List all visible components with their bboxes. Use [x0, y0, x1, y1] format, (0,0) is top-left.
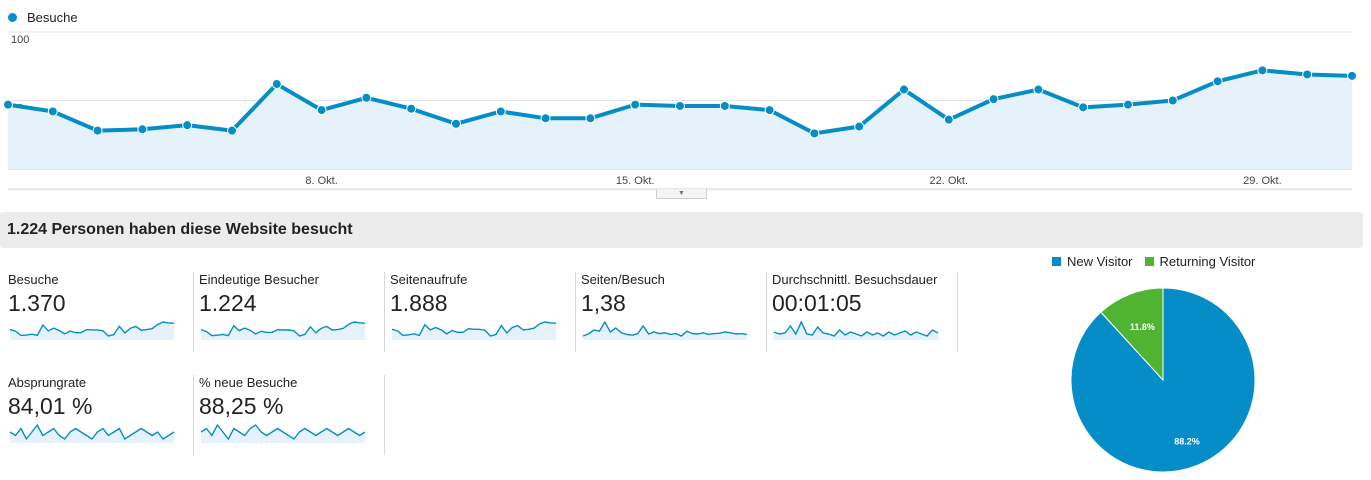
sparkline-area — [774, 322, 938, 340]
pie-slice-label: 88.2% — [1174, 437, 1200, 447]
data-point[interactable] — [899, 84, 909, 95]
metric-tile[interactable]: % neue Besuche 88,25 % — [199, 375, 385, 455]
metric-label: Absprungrate — [8, 375, 87, 390]
returning-visitor-swatch-icon — [1144, 257, 1154, 266]
metric-tile[interactable]: Seitenaufrufe 1.888 — [390, 272, 576, 352]
metric-label: % neue Besuche — [199, 375, 298, 390]
metric-label: Besuche — [8, 272, 59, 287]
metric-tile[interactable]: Eindeutige Besucher 1.224 — [199, 272, 385, 352]
data-point[interactable] — [271, 79, 282, 90]
data-point[interactable] — [3, 99, 13, 110]
metric-label: Durchschnittl. Besuchsdauer — [772, 272, 938, 287]
data-point[interactable] — [585, 113, 596, 124]
pie-legend-label: Returning Visitor — [1159, 254, 1256, 269]
data-point[interactable] — [182, 120, 193, 131]
pie-slice-label: 11.8% — [1130, 322, 1155, 332]
data-point[interactable] — [1167, 95, 1178, 106]
sparkline-area — [10, 425, 174, 443]
summary-title: 1.224 Personen haben diese Website besuc… — [7, 221, 353, 238]
data-point[interactable] — [854, 121, 865, 132]
data-point[interactable] — [943, 114, 954, 125]
metric-tile[interactable]: Besuche 1.370 — [8, 272, 194, 352]
sparkline-line — [200, 321, 366, 337]
chevron-down-icon: ▼ — [678, 190, 685, 197]
new-visitor-swatch-icon — [1052, 257, 1061, 266]
data-point[interactable] — [495, 106, 506, 117]
sparkline-line — [9, 321, 175, 337]
x-tick-label: 15. Okt. — [616, 175, 655, 187]
data-point[interactable] — [1033, 84, 1044, 95]
sparkline-area — [201, 425, 365, 443]
x-tick-label: 29. Okt. — [1243, 175, 1282, 187]
pie-legend[interactable]: New Visitor Returning Visitor — [1052, 254, 1267, 269]
x-tick-label: 8. Okt. — [305, 175, 337, 187]
sparkline-area — [392, 322, 556, 340]
metric-tile[interactable]: Absprungrate 84,01 % — [8, 375, 194, 455]
legend-label: Besuche — [27, 10, 78, 25]
sparkline — [391, 321, 557, 340]
data-point[interactable] — [540, 113, 551, 124]
data-point[interactable] — [1123, 99, 1133, 110]
y-tick-label: 100 — [11, 34, 29, 46]
data-point[interactable] — [809, 128, 820, 139]
pie-slice[interactable] — [1100, 287, 1164, 382]
sparkline-area — [10, 322, 174, 340]
sparkline-line — [582, 320, 748, 337]
sparkline-line — [391, 321, 557, 337]
sparkline-line — [773, 320, 939, 337]
sparkline-line — [200, 423, 366, 441]
data-point[interactable] — [1212, 76, 1223, 87]
metric-label: Eindeutige Besucher — [199, 272, 319, 287]
data-point[interactable] — [988, 94, 999, 105]
metric-value: 1,38 — [581, 290, 626, 316]
visitor-pie-chart: 88.2% 11.8% — [1070, 287, 1256, 473]
metric-tile[interactable]: Durchschnittl. Besuchsdauer 00:01:05 — [772, 272, 958, 352]
metric-value: 00:01:05 — [772, 290, 862, 316]
chart-resize-handle[interactable]: ▼ — [656, 189, 707, 199]
data-point[interactable] — [675, 100, 685, 111]
data-point[interactable] — [764, 105, 775, 116]
data-point[interactable] — [316, 105, 327, 116]
data-point[interactable] — [47, 106, 58, 117]
metric-value: 1.370 — [8, 290, 66, 316]
data-point[interactable] — [630, 99, 641, 110]
data-point[interactable] — [451, 118, 461, 129]
metric-label: Seiten/Besuch — [581, 272, 665, 287]
sparkline — [200, 423, 366, 443]
metric-value: 88,25 % — [199, 393, 284, 419]
metric-value: 1.224 — [199, 290, 257, 316]
pie-legend-item-new[interactable]: New Visitor — [1052, 254, 1133, 269]
sparkline — [200, 321, 366, 340]
legend-dot-icon — [8, 13, 17, 22]
data-point[interactable] — [227, 125, 237, 136]
metric-tile[interactable]: Seiten/Besuch 1,38 — [581, 272, 767, 352]
sparkline — [9, 321, 175, 340]
sparkline-line — [9, 423, 175, 441]
data-point[interactable] — [1257, 65, 1268, 76]
data-point[interactable] — [1347, 70, 1357, 81]
metric-value: 84,01 % — [8, 393, 93, 419]
summary-bar: 1.224 Personen haben diese Website besuc… — [0, 212, 1363, 248]
pie-legend-label: New Visitor — [1067, 254, 1133, 269]
sparkline-area — [201, 322, 365, 340]
sparkline-area — [583, 322, 747, 340]
data-point[interactable] — [1302, 69, 1313, 80]
sparkline — [9, 423, 175, 443]
pie-legend-item-returning[interactable]: Returning Visitor — [1144, 254, 1256, 269]
series-area — [8, 70, 1352, 169]
visits-line-chart: 100508. Okt.15. Okt.22. Okt.29. Okt. — [3, 31, 1357, 190]
data-point[interactable] — [719, 100, 730, 111]
x-tick-label: 22. Okt. — [930, 175, 969, 187]
sparkline — [582, 320, 748, 340]
sparkline — [773, 320, 939, 340]
data-point[interactable] — [1078, 102, 1089, 113]
data-point[interactable] — [137, 124, 148, 135]
data-point[interactable] — [92, 125, 103, 136]
metric-label: Seitenaufrufe — [390, 272, 468, 287]
metric-value: 1.888 — [390, 290, 448, 316]
data-point[interactable] — [406, 103, 417, 114]
data-point[interactable] — [361, 92, 372, 103]
chart-legend[interactable]: Besuche — [8, 10, 78, 25]
